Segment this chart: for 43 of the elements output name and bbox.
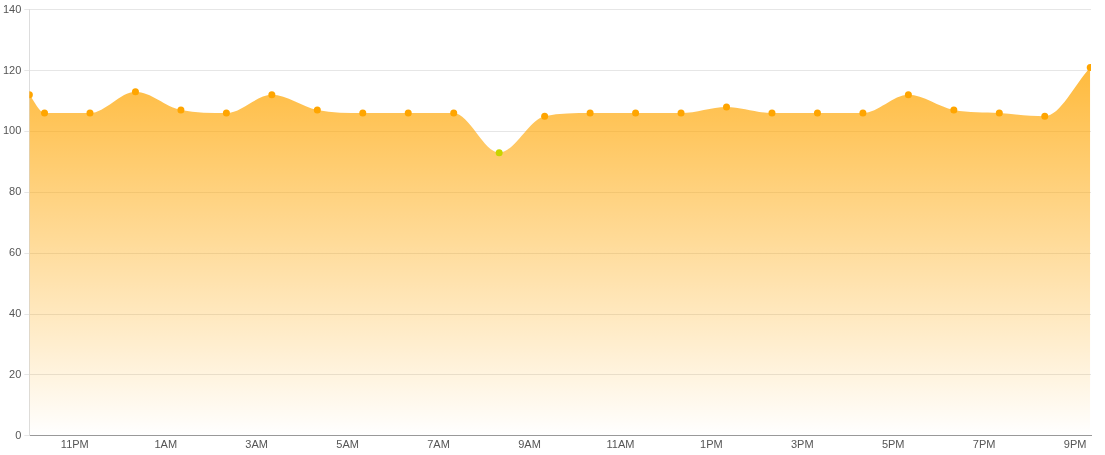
x-tick-label: 1PM xyxy=(700,438,723,451)
point xyxy=(177,106,185,114)
y-tick-label: 120 xyxy=(2,63,22,76)
y-tick-label: 100 xyxy=(2,124,22,137)
y-tick-label: 40 xyxy=(9,307,22,320)
y-tick-label: 60 xyxy=(9,246,22,259)
point xyxy=(450,109,458,117)
x-tick-label: 1AM xyxy=(154,438,178,451)
point xyxy=(586,109,594,117)
point xyxy=(768,109,776,117)
point xyxy=(677,109,685,117)
y-tick-label: 20 xyxy=(9,367,22,380)
point xyxy=(813,109,821,117)
x-tick-label: 7AM xyxy=(427,438,450,451)
x-tick-label: 7PM xyxy=(972,438,996,451)
point xyxy=(404,109,412,117)
point xyxy=(859,109,867,117)
point xyxy=(995,109,1003,117)
point xyxy=(950,106,958,114)
y-tick-label: 0 xyxy=(15,428,22,441)
point xyxy=(904,91,912,99)
point xyxy=(268,91,276,99)
x-tick-label: 3PM xyxy=(790,438,814,451)
x-tick-label: 9PM xyxy=(1063,438,1087,451)
point xyxy=(313,106,321,114)
point xyxy=(632,109,640,117)
x-tick-label: 11AM xyxy=(606,438,635,451)
x-tick-label: 9AM xyxy=(518,438,541,451)
point xyxy=(541,112,549,120)
x-tick-label: 11PM xyxy=(60,438,89,451)
point xyxy=(86,109,94,117)
point xyxy=(222,109,230,117)
y-tick-label: 140 xyxy=(2,2,22,15)
point xyxy=(1041,112,1049,120)
point xyxy=(495,149,503,157)
x-tick-label: 5AM xyxy=(336,438,359,451)
x-tick-label: 3AM xyxy=(245,438,268,451)
y-tick-label: 80 xyxy=(9,185,22,198)
point xyxy=(41,109,49,117)
point xyxy=(723,103,731,111)
point xyxy=(131,88,139,96)
point xyxy=(359,109,367,117)
x-tick-label: 5PM xyxy=(881,438,905,451)
